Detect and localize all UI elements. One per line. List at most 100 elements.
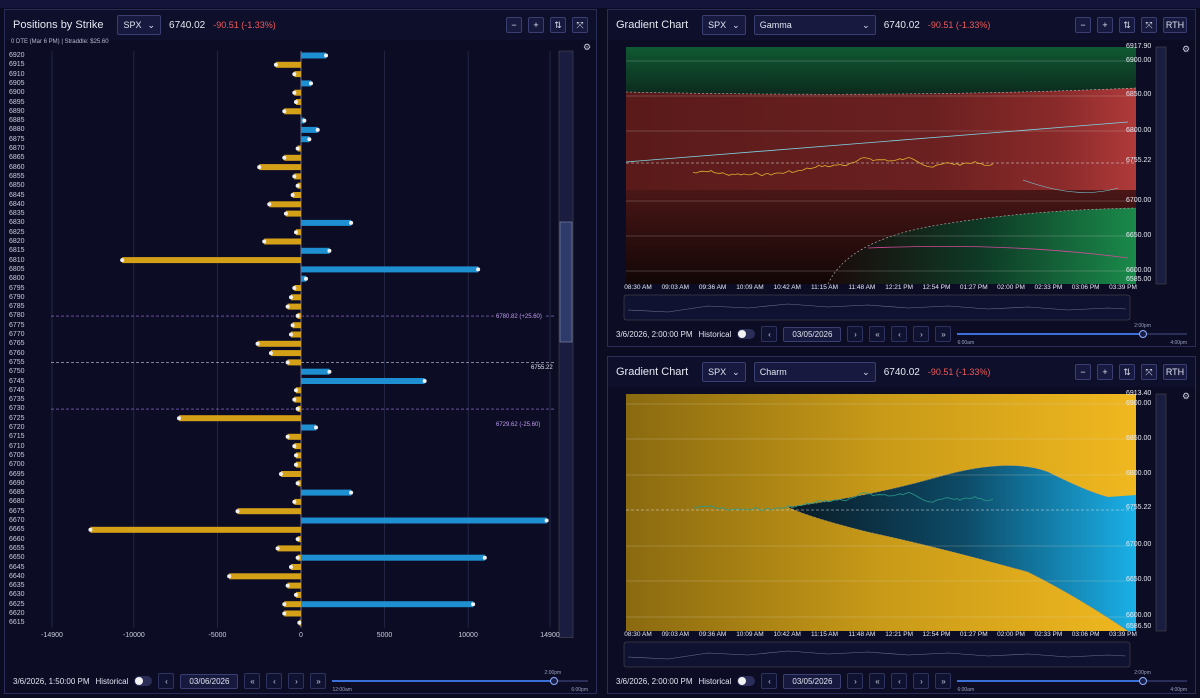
time-axis-label: 09:03 AM [661, 631, 690, 638]
settings-gear-icon[interactable]: ⚙ [583, 42, 592, 52]
bar-end-marker [120, 258, 125, 263]
date-field[interactable]: 03/06/2026 [180, 673, 239, 689]
strike-label: 6915 [9, 61, 25, 69]
prev-date-button[interactable]: ‹ [158, 673, 175, 689]
next-date-button[interactable]: › [847, 326, 864, 342]
bar-end-marker [275, 546, 280, 551]
prev-date-button[interactable]: ‹ [761, 673, 778, 689]
forward-fast-button[interactable]: » [935, 326, 952, 342]
metric-select[interactable]: Charm ⌄ [753, 362, 876, 382]
bar-end-marker [297, 620, 302, 625]
forward-button[interactable]: › [288, 673, 305, 689]
bar-end-marker [349, 490, 354, 495]
rewind-button[interactable]: ‹ [891, 673, 908, 689]
historical-toggle[interactable] [134, 676, 153, 686]
timestamp: 3/6/2026, 1:50:00 PM [13, 676, 90, 686]
bar-end-marker [327, 369, 332, 374]
bar-end-marker [235, 509, 240, 514]
strike-label: 6880 [9, 126, 25, 134]
bar-end-marker [315, 127, 320, 132]
symbol-select[interactable]: SPX ⌄ [702, 362, 746, 382]
negative-bar [284, 601, 301, 608]
negative-bar [295, 229, 301, 236]
rewind-fast-button[interactable]: « [869, 326, 886, 342]
strike-label: 6895 [9, 98, 25, 106]
scroll-window[interactable] [559, 221, 573, 343]
negative-bar [277, 545, 301, 552]
negative-bar [229, 573, 301, 580]
price-axis-label: 6900.00 [1126, 400, 1152, 407]
time-slider[interactable]: 2:00pm 12:00am 6:00pm [332, 669, 588, 693]
panel-header: Gradient Chart SPX ⌄ Charm ⌄ 6740.02 -90.5… [608, 357, 1195, 387]
forward-button[interactable]: › [913, 326, 930, 342]
rewind-fast-button[interactable]: « [244, 673, 261, 689]
time-axis-label: 02:00 PM [997, 631, 1025, 638]
symbol-select[interactable]: SPX ⌄ [117, 15, 162, 35]
rewind-fast-button[interactable]: « [869, 673, 886, 689]
strike-label: 6640 [9, 572, 25, 580]
bar-end-marker [309, 81, 314, 86]
forward-fast-button[interactable]: » [310, 673, 327, 689]
prev-date-button[interactable]: ‹ [761, 326, 778, 342]
bar-end-marker [422, 379, 427, 383]
date-field[interactable]: 03/05/2026 [783, 326, 842, 342]
strike-label: 6790 [9, 293, 25, 301]
metric-select[interactable]: Gamma ⌄ [753, 15, 876, 35]
strike-label: 6745 [9, 377, 25, 385]
bar-end-marker [293, 230, 298, 235]
time-slider-knob[interactable] [1138, 330, 1147, 338]
strike-label: 6860 [9, 163, 25, 171]
zoom-out-button[interactable]: − [506, 17, 522, 33]
time-slider-knob[interactable] [1138, 677, 1147, 685]
settings-gear-icon[interactable]: ⚙ [1182, 44, 1191, 54]
price-axis-label: 6800.00 [1126, 127, 1152, 134]
time-axis-label: 09:36 AM [698, 631, 727, 638]
zoom-in-button[interactable]: + [528, 17, 544, 33]
fit-vertical-button[interactable]: ⇅ [1119, 364, 1135, 380]
price-axis-label: 6913.40 [1126, 390, 1152, 397]
forward-button[interactable]: › [913, 673, 930, 689]
strike-label: 6625 [9, 600, 25, 608]
fit-vertical-button[interactable]: ⇅ [550, 17, 566, 33]
bar-end-marker [295, 313, 300, 318]
negative-bar [284, 610, 301, 617]
negative-bar [294, 71, 301, 78]
expand-button[interactable]: ⤧ [1141, 364, 1157, 380]
historical-toggle[interactable] [737, 329, 756, 339]
fit-vertical-button[interactable]: ⇅ [1119, 17, 1135, 33]
rewind-button[interactable]: ‹ [891, 326, 908, 342]
strike-label: 6905 [9, 79, 25, 87]
historical-toggle[interactable] [737, 676, 756, 686]
time-axis-label: 02:00 PM [997, 284, 1025, 291]
zoom-in-button[interactable]: + [1097, 364, 1113, 380]
positions-by-strike-panel: Positions by Strike SPX ⌄ 6740.02 -90.51 … [4, 9, 597, 694]
zoom-in-button[interactable]: + [1097, 17, 1113, 33]
time-slider-knob[interactable] [549, 677, 558, 685]
bar-end-marker [255, 341, 260, 346]
bar-end-marker [177, 416, 182, 421]
slider-end-label: 4:00pm [1170, 340, 1187, 346]
zoom-out-button[interactable]: − [1075, 17, 1091, 33]
rewind-button[interactable]: ‹ [266, 673, 283, 689]
settings-gear-icon[interactable]: ⚙ [1182, 391, 1191, 401]
metric-value: Charm [759, 367, 787, 377]
negative-bar [290, 564, 301, 570]
rth-button[interactable]: RTH [1163, 17, 1187, 33]
zoom-out-button[interactable]: − [1075, 364, 1091, 380]
time-slider[interactable]: 2:00pm 6:00am 4:00pm [957, 322, 1187, 346]
expand-button[interactable]: ⤧ [572, 17, 588, 33]
time-axis-label: 01:27 PM [959, 631, 988, 638]
forward-fast-button[interactable]: » [935, 673, 952, 689]
next-date-button[interactable]: › [847, 673, 864, 689]
strike-label: 6810 [9, 256, 25, 264]
symbol-select[interactable]: SPX ⌄ [702, 15, 746, 35]
strike-label: 6730 [9, 405, 25, 413]
rth-button[interactable]: RTH [1163, 364, 1187, 380]
time-slider[interactable]: 2:00pm 6:00am 4:00pm [957, 669, 1187, 693]
vertical-scroll-rail[interactable] [558, 50, 574, 638]
bar-end-marker [267, 202, 272, 207]
price-axis-label: 6755.22 [1126, 157, 1152, 164]
time-axis-label: 12:54 PM [922, 284, 951, 291]
date-field[interactable]: 03/05/2026 [783, 673, 842, 689]
expand-button[interactable]: ⤧ [1141, 17, 1157, 33]
